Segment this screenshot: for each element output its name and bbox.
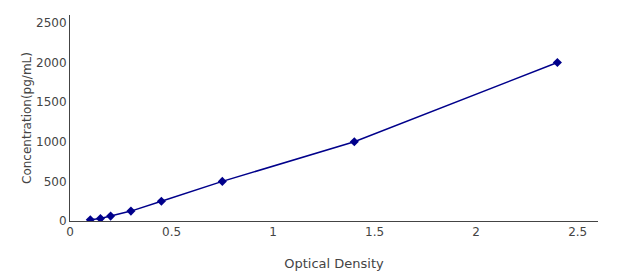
- svg-text:0.5: 0.5: [162, 225, 181, 239]
- svg-text:2500: 2500: [36, 16, 67, 30]
- svg-text:1: 1: [269, 225, 277, 239]
- svg-text:2.5: 2.5: [568, 225, 587, 239]
- svg-text:Optical Density: Optical Density: [284, 256, 384, 271]
- svg-text:1.5: 1.5: [365, 225, 384, 239]
- svg-text:500: 500: [44, 175, 67, 189]
- svg-text:2: 2: [472, 225, 480, 239]
- svg-text:0: 0: [66, 225, 74, 239]
- svg-text:2000: 2000: [36, 56, 67, 70]
- svg-text:0: 0: [59, 214, 67, 228]
- svg-text:Concentration(pg/mL): Concentration(pg/mL): [20, 52, 34, 184]
- svg-text:1000: 1000: [36, 135, 67, 149]
- svg-text:1500: 1500: [36, 95, 67, 109]
